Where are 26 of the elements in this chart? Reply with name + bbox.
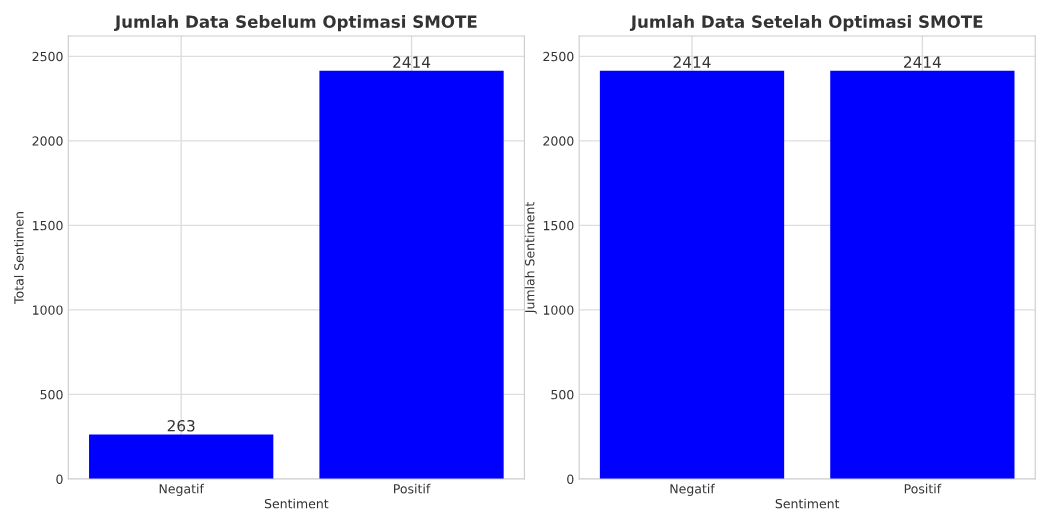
y-tick-label: 2000: [32, 136, 63, 146]
y-tick-label: 500: [40, 389, 63, 400]
data-label: 2414: [393, 56, 431, 68]
y-tick-label: 500: [551, 389, 574, 400]
x-tick-label: Positif: [904, 483, 942, 494]
y-tick-label: 0: [567, 474, 574, 484]
y-tick-label: 1500: [543, 220, 574, 231]
y-tick-label: 1000: [543, 305, 574, 315]
data-label: 2414: [673, 56, 711, 68]
x-axis-title: Sentiment: [264, 498, 329, 509]
x-tick-label: Negatif: [670, 483, 715, 496]
y-tick-label: 2500: [543, 51, 574, 62]
data-label: 263: [167, 419, 195, 432]
y-tick-label: 1000: [33, 305, 63, 315]
y-tick-label: 1500: [33, 220, 63, 231]
x-tick-label: Positif: [394, 483, 431, 494]
chart-title: Jumlah Data Sebelum Optimasi SMOTE: [114, 15, 477, 32]
y-tick-label: 2500: [32, 51, 63, 62]
y-axis-title: Jumlah Sentiment: [524, 202, 537, 314]
x-tick-label: Negatif: [159, 483, 205, 496]
y-tick-label: 2000: [543, 136, 574, 146]
chart-title: Jumlah Data Setelah Optimasi SMOTE: [629, 15, 983, 32]
data-label: 2414: [904, 56, 941, 68]
y-tick-label: 0: [56, 474, 63, 484]
x-axis-title: Sentiment: [775, 498, 840, 509]
y-axis-title: Total Sentimen: [13, 212, 24, 304]
